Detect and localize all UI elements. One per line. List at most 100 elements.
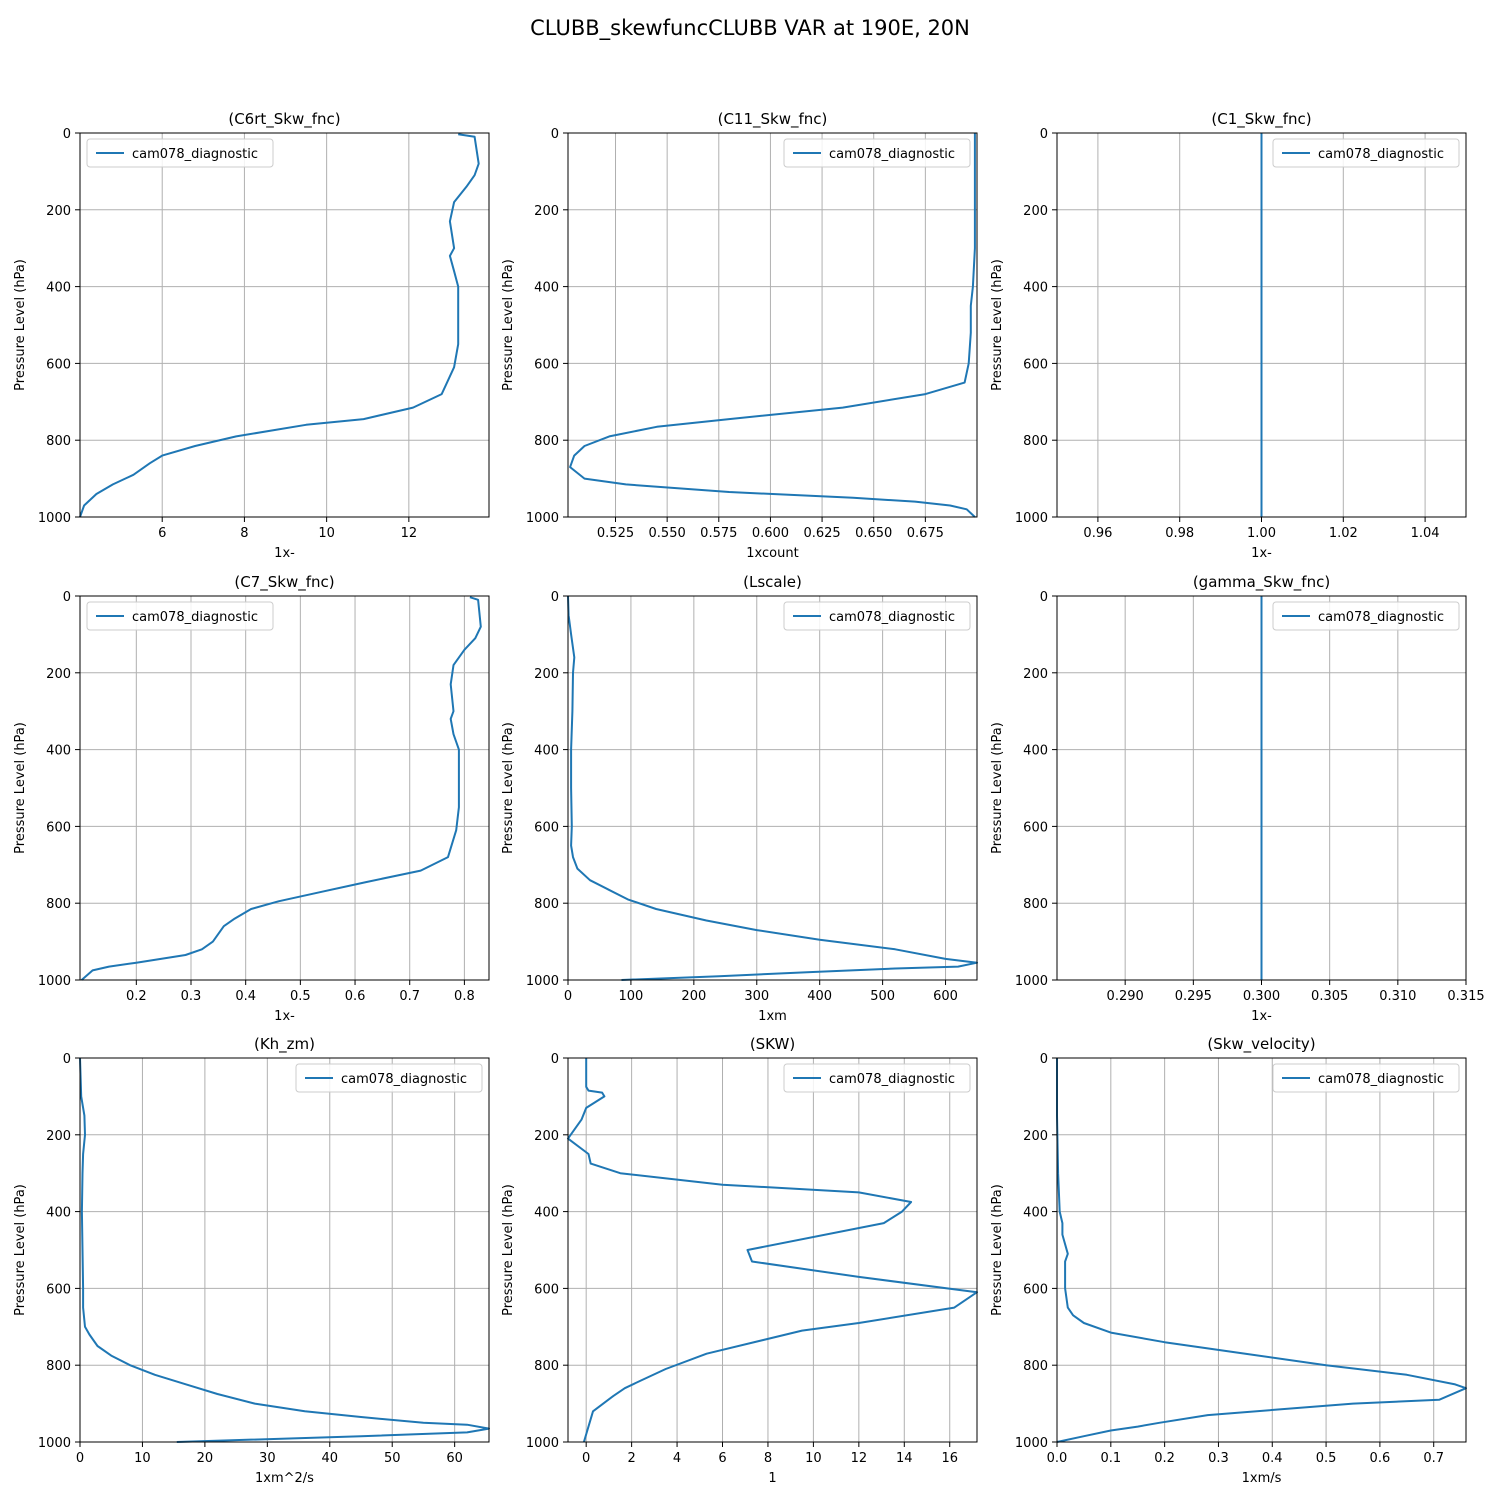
x-axis-label: 1x- <box>274 546 295 561</box>
y-tick-label: 600 <box>1023 357 1048 372</box>
x-tick-label: 0.6 <box>1370 1451 1391 1466</box>
subplot-1: 6 8 10 12 0 200 400 600 800 1000 (C6rt_Skw_fnc) 1x-… <box>13 110 490 561</box>
x-tick-label: 30 <box>259 1451 276 1466</box>
y-tick-label: 400 <box>534 744 559 759</box>
y-tick-label: 400 <box>1023 1206 1048 1221</box>
y-tick-label: 0 <box>63 590 71 605</box>
y-tick-label: 1000 <box>526 974 559 989</box>
x-tick-label: 200 <box>681 989 706 1004</box>
x-tick-label: 0.0 <box>1047 1451 1068 1466</box>
x-tick-label: 50 <box>384 1451 401 1466</box>
y-tick-label: 200 <box>1023 204 1048 219</box>
x-tick-label: 0.600 <box>752 526 789 541</box>
subplot-title: (Kh_zm) <box>254 1035 315 1054</box>
y-tick-label: 0 <box>1040 1052 1048 1067</box>
x-tick-label: 0.98 <box>1165 526 1194 541</box>
x-tick-label: 0.96 <box>1083 526 1112 541</box>
x-tick-label: 0.5 <box>290 989 311 1004</box>
x-tick-label: 0.4 <box>1262 1451 1283 1466</box>
y-tick-label: 200 <box>534 667 559 682</box>
axes-frame <box>79 595 490 981</box>
y-axis-label: Pressure Level (hPa) <box>990 1184 1005 1316</box>
axes-frame <box>79 132 490 518</box>
axes-frame <box>567 595 978 981</box>
legend-label: cam078_diagnostic <box>1318 147 1444 162</box>
legend-label: cam078_diagnostic <box>829 147 955 162</box>
y-tick-label: 200 <box>534 204 559 219</box>
y-tick-label: 400 <box>1023 281 1048 296</box>
x-tick-label: 0.310 <box>1379 989 1416 1004</box>
subplot-title: (gamma_Skw_fnc) <box>1193 573 1330 592</box>
x-tick-label: 0.675 <box>907 526 944 541</box>
y-tick-label: 800 <box>46 1359 71 1374</box>
x-tick-label: 0 <box>76 1451 84 1466</box>
y-tick-label: 800 <box>1023 1359 1048 1374</box>
y-tick-label: 800 <box>46 897 71 912</box>
x-axis-label: 1xm^2/s <box>255 1471 314 1486</box>
y-tick-label: 400 <box>1023 744 1048 759</box>
y-tick-label: 0 <box>63 127 71 142</box>
y-tick-label: 600 <box>534 1282 559 1297</box>
x-tick-label: 400 <box>807 989 832 1004</box>
series-line <box>79 1057 490 1443</box>
y-tick-label: 400 <box>46 1206 71 1221</box>
subplot-9: 0.0 0.1 0.2 0.3 0.4 0.5 0.6 0.7 0 200 400 600 800 100… <box>990 1035 1467 1486</box>
y-axis-label: Pressure Level (hPa) <box>990 259 1005 391</box>
y-tick-label: 400 <box>46 281 71 296</box>
x-tick-label: 0.6 <box>345 989 366 1004</box>
x-tick-label: 0.625 <box>803 526 840 541</box>
x-tick-label: 0.3 <box>181 989 202 1004</box>
y-axis-label: Pressure Level (hPa) <box>501 1184 516 1316</box>
subplot-8: 0 2 4 6 8 10 12 14 16 0 200 400 600 800 1000 (SKW) 1 Pres… <box>501 1035 978 1486</box>
series-line <box>569 133 976 518</box>
legend-box <box>1272 1063 1460 1093</box>
x-tick-label: 20 <box>197 1451 214 1466</box>
y-tick-label: 600 <box>46 820 71 835</box>
x-tick-label: 2 <box>627 1451 635 1466</box>
subplot-2: 0.525 0.550 0.575 0.600 0.625 0.650 0.675 0 200 4… <box>501 110 978 561</box>
y-axis-label: Pressure Level (hPa) <box>990 722 1005 854</box>
legend-box <box>783 601 971 631</box>
series-line <box>567 595 978 981</box>
y-tick-label: 200 <box>46 1129 71 1144</box>
y-tick-label: 200 <box>46 667 71 682</box>
subplot-4: 0.2 0.3 0.4 0.5 0.6 0.7 0.8 0 200 400 600 800 1000 (C… <box>13 573 490 1024</box>
subplot-5: 0 100 200 300 400 500 600 0 200 400 600 800 1000 (Lsc… <box>501 573 978 1024</box>
x-tick-label: 16 <box>941 1451 958 1466</box>
legend: cam078_diagnostic <box>86 138 274 168</box>
series-line <box>80 596 482 981</box>
x-tick-label: 4 <box>673 1451 681 1466</box>
x-axis-label: 1xcount <box>746 546 798 561</box>
x-tick-label: 0.2 <box>126 989 147 1004</box>
y-tick-label: 0 <box>63 1052 71 1067</box>
x-axis-label: 1 <box>768 1471 776 1486</box>
axes-frame <box>567 1057 978 1443</box>
y-tick-label: 600 <box>534 357 559 372</box>
legend-label: cam078_diagnostic <box>341 1072 467 1087</box>
legend-label: cam078_diagnostic <box>132 147 258 162</box>
x-axis-label: 1x- <box>274 1009 295 1024</box>
y-axis-label: Pressure Level (hPa) <box>501 259 516 391</box>
x-tick-label: 10 <box>318 526 335 541</box>
x-tick-label: 0.550 <box>649 526 686 541</box>
x-tick-label: 0 <box>582 1451 590 1466</box>
x-tick-label: 6 <box>718 1451 726 1466</box>
x-axis-label: 1xm <box>758 1009 787 1024</box>
x-tick-label: 100 <box>619 989 644 1004</box>
y-tick-label: 800 <box>1023 897 1048 912</box>
x-tick-label: 0.7 <box>399 989 420 1004</box>
x-tick-label: 8 <box>240 526 248 541</box>
y-axis-label: Pressure Level (hPa) <box>501 722 516 854</box>
legend-label: cam078_diagnostic <box>132 610 258 625</box>
y-tick-label: 800 <box>534 1359 559 1374</box>
legend: cam078_diagnostic <box>1272 138 1460 168</box>
legend: cam078_diagnostic <box>783 138 971 168</box>
series-line <box>1056 1058 1467 1443</box>
subplot-title: (C1_Skw_fnc) <box>1211 110 1311 129</box>
legend: cam078_diagnostic <box>783 601 971 631</box>
x-tick-label: 0.7 <box>1423 1451 1444 1466</box>
x-tick-label: 0.4 <box>235 989 256 1004</box>
x-tick-label: 0.290 <box>1107 989 1144 1004</box>
y-tick-label: 1000 <box>38 974 71 989</box>
legend-box <box>1272 601 1460 631</box>
